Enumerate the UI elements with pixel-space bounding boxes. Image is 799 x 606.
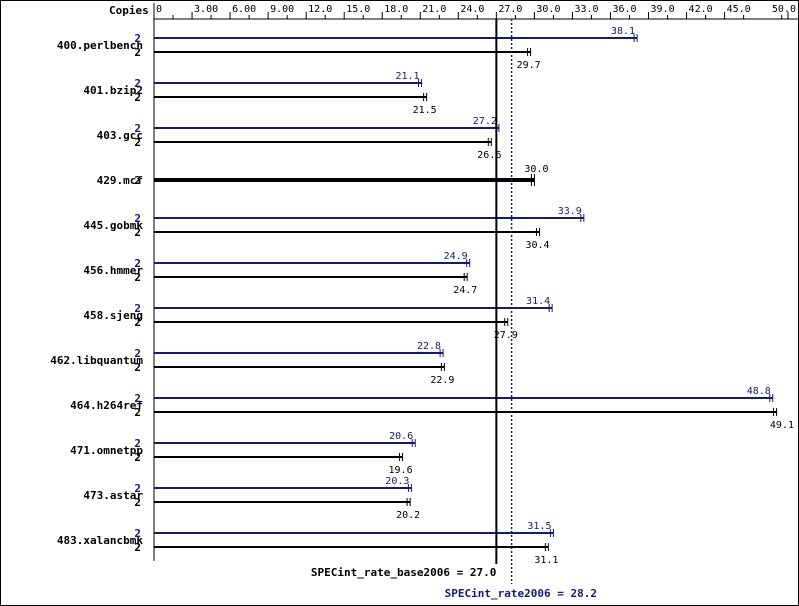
benchmark-label: 473.astar (83, 489, 143, 502)
peak-value-label: 33.9 (558, 206, 582, 217)
base-value-label: 29.7 (517, 60, 541, 71)
peak-value-label: 24.9 (444, 251, 468, 262)
base-value-label: 24.7 (453, 285, 477, 296)
peak-value-label: 22.8 (417, 341, 441, 352)
benchmark-label: 464.h264ref (70, 399, 143, 412)
x-axis-label: Copies (109, 4, 149, 17)
base-value-label: 21.5 (413, 105, 437, 116)
tick-label: 42.0 (689, 4, 713, 15)
peak-copies: 2 (134, 437, 141, 450)
base-copies: 2 (134, 46, 141, 59)
peak-copies: 2 (134, 77, 141, 90)
base-value-label: 27.9 (494, 330, 518, 341)
base-copies: 2 (134, 226, 141, 239)
peak-copies: 2 (134, 212, 141, 225)
benchmark-label: 445.gobmk (83, 219, 143, 232)
tick-label: 27.0 (498, 4, 522, 15)
base-value-label: 26.6 (477, 150, 501, 161)
peak-value-label: 20.6 (389, 431, 413, 442)
peak-value-label: 48.8 (747, 386, 771, 397)
base-copies: 2 (134, 451, 141, 464)
benchmark-label: 403.gcc (97, 129, 143, 142)
tick-label: 30.0 (536, 4, 560, 15)
tick-label: 50.0 (772, 4, 796, 15)
base-copies: 2 (134, 361, 141, 374)
peak-copies: 2 (134, 527, 141, 540)
peak-value-label: 31.4 (526, 296, 550, 307)
tick-label: 12.0 (308, 4, 332, 15)
peak-value-label: 20.3 (385, 476, 409, 487)
base-copies: 2 (134, 496, 141, 509)
peak-copies: 2 (134, 482, 141, 495)
base-value-label: 22.9 (430, 375, 454, 386)
benchmark-label: 400.perlbench (57, 39, 143, 52)
peak-copies: 2 (134, 392, 141, 405)
tick-label: 3.00 (194, 4, 218, 15)
tick-label: 24.0 (460, 4, 484, 15)
benchmark-label: 429.mcf (97, 174, 143, 187)
benchmark-label: 456.hmmer (83, 264, 143, 277)
base-copies: 2 (134, 174, 141, 187)
base-value-label: 30.0 (524, 164, 548, 175)
peak-value-label: 38.1 (611, 26, 635, 37)
benchmark-label: 401.bzip2 (83, 84, 143, 97)
base-value-label: 19.6 (389, 465, 413, 476)
tick-label: 18.0 (384, 4, 408, 15)
base-value-label: 31.1 (534, 555, 558, 566)
peak-copies: 2 (134, 347, 141, 360)
base-value-label: 20.2 (396, 510, 420, 521)
tick-label: 21.0 (422, 4, 446, 15)
benchmark-label: 462.libquantum (50, 354, 143, 367)
base-copies: 2 (134, 136, 141, 149)
base-copies: 2 (134, 541, 141, 554)
base-value-label: 30.4 (525, 240, 549, 251)
base-copies: 2 (134, 316, 141, 329)
benchmark-label: 471.omnetpp (70, 444, 143, 457)
tick-label: 6.00 (232, 4, 256, 15)
tick-label: 15.0 (346, 4, 370, 15)
base-value-label: 49.1 (770, 420, 794, 431)
tick-label: 9.00 (270, 4, 294, 15)
peak-reference-label: SPECint_rate2006 = 28.2 (445, 587, 597, 600)
peak-value-label: 31.5 (527, 521, 551, 532)
tick-label: 36.0 (612, 4, 636, 15)
peak-value-label: 21.1 (395, 71, 419, 82)
benchmark-label: 483.xalancbmk (57, 534, 143, 547)
tick-label: 45.0 (727, 4, 751, 15)
peak-copies: 2 (134, 32, 141, 45)
peak-copies: 2 (134, 302, 141, 315)
base-copies: 2 (134, 91, 141, 104)
tick-label: 39.0 (651, 4, 675, 15)
tick-label: 0 (156, 4, 162, 15)
peak-copies: 2 (134, 257, 141, 270)
benchmark-label: 458.sjeng (83, 309, 143, 322)
peak-copies: 2 (134, 122, 141, 135)
peak-value-label: 27.2 (473, 116, 497, 127)
base-reference-label: SPECint_rate_base2006 = 27.0 (311, 566, 496, 579)
tick-label: 33.0 (574, 4, 598, 15)
base-copies: 2 (134, 271, 141, 284)
base-copies: 2 (134, 406, 141, 419)
